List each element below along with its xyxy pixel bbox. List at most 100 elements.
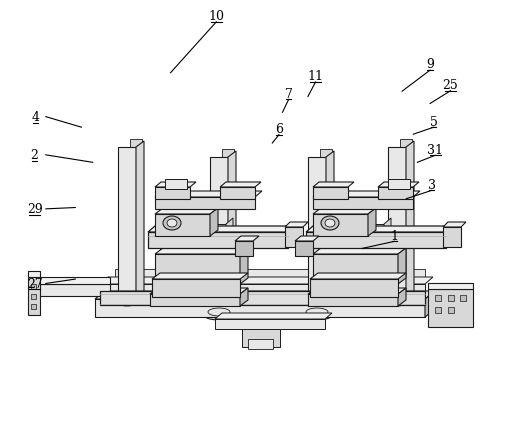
- Polygon shape: [425, 291, 435, 317]
- Polygon shape: [165, 180, 187, 190]
- Text: 2: 2: [31, 149, 39, 162]
- Polygon shape: [388, 180, 410, 190]
- Polygon shape: [308, 294, 398, 306]
- Polygon shape: [118, 148, 136, 299]
- Polygon shape: [368, 208, 376, 237]
- Ellipse shape: [204, 310, 234, 320]
- Polygon shape: [115, 269, 425, 279]
- Text: 10: 10: [208, 10, 224, 23]
- Polygon shape: [435, 307, 441, 313]
- Text: 9: 9: [426, 58, 434, 71]
- Ellipse shape: [321, 216, 339, 230]
- Text: 31: 31: [427, 143, 443, 156]
- Text: 29: 29: [27, 203, 42, 216]
- Polygon shape: [313, 198, 413, 209]
- Polygon shape: [372, 225, 384, 304]
- Polygon shape: [31, 284, 36, 290]
- Text: 27: 27: [27, 277, 42, 290]
- Polygon shape: [30, 284, 110, 297]
- Polygon shape: [306, 226, 453, 233]
- Polygon shape: [240, 288, 248, 306]
- Polygon shape: [240, 248, 248, 284]
- Ellipse shape: [306, 308, 328, 316]
- Text: 4: 4: [32, 111, 40, 124]
- Polygon shape: [313, 208, 376, 215]
- Polygon shape: [190, 219, 197, 304]
- Polygon shape: [152, 279, 240, 297]
- Polygon shape: [285, 223, 308, 227]
- Polygon shape: [448, 307, 454, 313]
- Polygon shape: [318, 225, 330, 304]
- Polygon shape: [178, 225, 190, 304]
- Ellipse shape: [382, 300, 412, 310]
- Polygon shape: [310, 279, 398, 297]
- Polygon shape: [306, 233, 446, 248]
- Polygon shape: [366, 219, 373, 304]
- Polygon shape: [136, 141, 144, 299]
- Polygon shape: [95, 299, 425, 317]
- Polygon shape: [220, 183, 261, 187]
- Polygon shape: [235, 241, 253, 256]
- Polygon shape: [313, 248, 406, 254]
- Polygon shape: [235, 237, 259, 241]
- Polygon shape: [150, 294, 240, 306]
- Polygon shape: [148, 233, 288, 248]
- Polygon shape: [100, 291, 425, 305]
- Polygon shape: [435, 295, 441, 301]
- Text: 5: 5: [430, 115, 438, 128]
- Polygon shape: [348, 219, 355, 304]
- Text: 7: 7: [285, 88, 293, 101]
- Polygon shape: [220, 187, 255, 200]
- Polygon shape: [31, 304, 36, 309]
- Polygon shape: [320, 150, 332, 297]
- Polygon shape: [196, 225, 208, 304]
- Polygon shape: [172, 219, 179, 304]
- Polygon shape: [28, 277, 40, 315]
- Polygon shape: [228, 152, 236, 309]
- Polygon shape: [155, 187, 190, 200]
- Polygon shape: [285, 227, 303, 247]
- Polygon shape: [446, 226, 453, 248]
- Polygon shape: [215, 319, 325, 329]
- Polygon shape: [406, 141, 414, 299]
- Polygon shape: [313, 254, 398, 284]
- Polygon shape: [443, 227, 461, 247]
- Ellipse shape: [302, 310, 332, 320]
- Polygon shape: [313, 187, 348, 200]
- Polygon shape: [313, 183, 354, 187]
- Polygon shape: [222, 150, 234, 297]
- Polygon shape: [208, 219, 215, 304]
- Polygon shape: [313, 215, 368, 237]
- Ellipse shape: [325, 219, 335, 227]
- Polygon shape: [130, 140, 142, 287]
- Polygon shape: [155, 254, 240, 284]
- Polygon shape: [160, 225, 172, 304]
- Text: 25: 25: [443, 79, 458, 92]
- Polygon shape: [226, 219, 233, 304]
- Text: 11: 11: [307, 70, 324, 83]
- Polygon shape: [152, 273, 248, 279]
- Polygon shape: [150, 288, 248, 294]
- Polygon shape: [215, 313, 332, 319]
- Ellipse shape: [112, 300, 142, 310]
- Polygon shape: [330, 219, 337, 304]
- Polygon shape: [354, 225, 366, 304]
- Polygon shape: [100, 284, 425, 297]
- Polygon shape: [31, 294, 36, 299]
- Polygon shape: [448, 295, 454, 301]
- Polygon shape: [326, 152, 334, 309]
- Polygon shape: [155, 215, 210, 237]
- Ellipse shape: [163, 216, 181, 230]
- Polygon shape: [155, 198, 255, 209]
- Polygon shape: [95, 291, 435, 299]
- Polygon shape: [428, 283, 473, 290]
- Polygon shape: [400, 140, 412, 287]
- Polygon shape: [248, 339, 273, 349]
- Polygon shape: [155, 183, 196, 187]
- Polygon shape: [28, 272, 40, 277]
- Polygon shape: [155, 191, 262, 198]
- Ellipse shape: [386, 298, 408, 306]
- Text: 1: 1: [390, 229, 399, 242]
- Polygon shape: [308, 158, 326, 309]
- Polygon shape: [388, 148, 406, 299]
